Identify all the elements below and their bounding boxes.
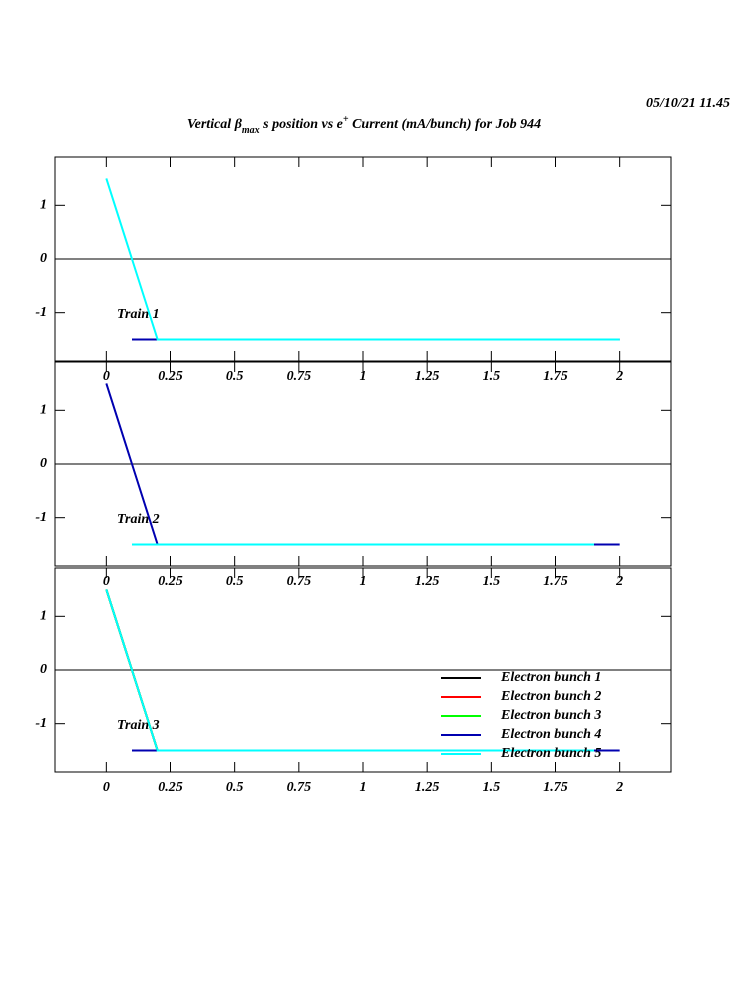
x-tick-label: 1.75 — [543, 369, 568, 384]
x-tick-label: 2 — [615, 369, 623, 384]
y-tick-label: 1 — [40, 609, 47, 624]
x-tick-label: 1.25 — [415, 780, 440, 795]
x-tick-label: 1.25 — [415, 574, 440, 589]
x-tick-label: 1.25 — [415, 369, 440, 384]
x-tick-label: 0.75 — [287, 574, 312, 589]
y-tick-label: -1 — [35, 305, 47, 320]
x-tick-label: 0 — [103, 369, 110, 384]
series-line — [105, 589, 594, 752]
title-sup: + — [343, 114, 349, 125]
x-tick-label: 1.75 — [543, 574, 568, 589]
legend-label: Electron bunch 1 — [500, 670, 601, 685]
title-part: Current (mA/bunch) for Job 944 — [349, 117, 542, 132]
legend-label: Electron bunch 3 — [500, 708, 601, 723]
x-tick-label: 0.5 — [226, 574, 244, 589]
x-tick-label: 0.25 — [158, 574, 183, 589]
y-tick-label: 0 — [40, 662, 47, 677]
chart-title: Vertical βmax s position vs e+ Current (… — [187, 114, 541, 136]
x-tick-label: 1.75 — [543, 780, 568, 795]
x-tick-label: 1.5 — [483, 780, 501, 795]
x-tick-label: 0.75 — [287, 780, 312, 795]
panel-label: Train 2 — [117, 512, 160, 527]
x-tick-label: 2 — [615, 574, 623, 589]
x-tick-label: 0.5 — [226, 780, 244, 795]
y-tick-label: 0 — [40, 251, 47, 266]
date: 05/10/21 11.45 — [646, 96, 730, 111]
legend-label: Electron bunch 2 — [500, 689, 601, 704]
x-tick-label: 1 — [360, 369, 367, 384]
x-tick-label: 2 — [615, 780, 623, 795]
y-tick-label: 0 — [40, 456, 47, 471]
x-tick-label: 0.75 — [287, 369, 312, 384]
y-tick-label: 1 — [40, 403, 47, 418]
x-tick-label: 0 — [103, 574, 110, 589]
x-tick-label: 0 — [103, 780, 110, 795]
title-part: s position vs e — [260, 117, 343, 132]
legend-label: Electron bunch 4 — [500, 727, 601, 742]
x-tick-label: 1 — [360, 780, 367, 795]
x-tick-label: 1.5 — [483, 574, 501, 589]
x-tick-label: 0.25 — [158, 780, 183, 795]
x-tick-label: 0.25 — [158, 369, 183, 384]
panel-label: Train 3 — [117, 718, 160, 733]
y-tick-label: 1 — [40, 198, 47, 213]
legend-label: Electron bunch 5 — [500, 746, 601, 761]
series-line — [105, 178, 620, 341]
y-tick-label: -1 — [35, 716, 47, 731]
y-tick-label: -1 — [35, 510, 47, 525]
title-part: Vertical β — [187, 117, 243, 132]
x-tick-label: 1.5 — [483, 369, 501, 384]
panel-label: Train 1 — [117, 307, 160, 322]
title-sub: max — [242, 125, 260, 136]
x-tick-label: 0.5 — [226, 369, 244, 384]
x-tick-label: 1 — [360, 574, 367, 589]
